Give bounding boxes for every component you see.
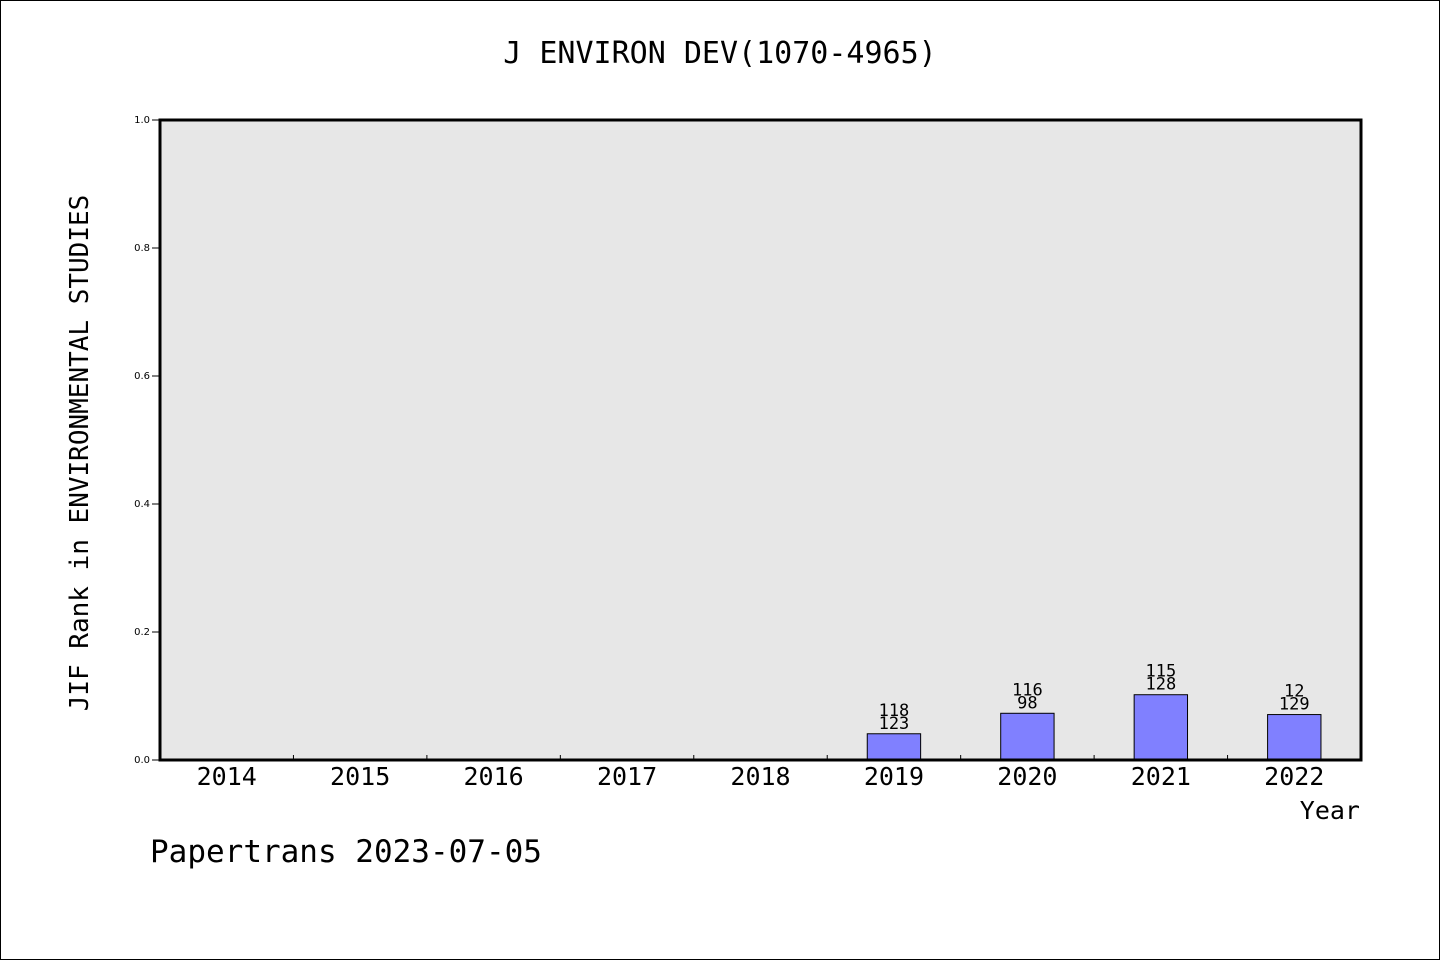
x-tick-label: 2021	[1131, 762, 1191, 791]
chart-title: J ENVIRON DEV(1070-4965)	[503, 36, 937, 71]
footer-text: Papertrans 2023-07-05	[150, 834, 542, 870]
bar-label-rank: 12	[1284, 682, 1304, 702]
bar-2021	[1133, 694, 1189, 761]
ticks-layer: 0.0 0.2 0.4 0.6 0.8 1.0 2014 2015 2016 2017 2018 20…	[134, 115, 1324, 791]
plot-border	[158, 118, 1363, 762]
y-tick-label: 0.2	[134, 627, 150, 638]
x-tick-label: 2020	[997, 762, 1057, 791]
bar-label-total: 98	[1017, 693, 1037, 713]
bar-2020	[1000, 712, 1055, 761]
plot-area	[160, 120, 1361, 760]
y-tick-label: 0.4	[134, 499, 150, 510]
y-tick-label: 1.0	[134, 115, 150, 126]
x-tick-label: 2015	[330, 762, 390, 791]
bar-label-total: 128	[1145, 675, 1176, 695]
x-tick-label: 2022	[1264, 762, 1324, 791]
bar-label-total: 129	[1279, 695, 1310, 715]
x-axis-label: Year	[1299, 796, 1360, 825]
y-tick-label: 0.0	[134, 755, 150, 766]
x-tick-label: 2018	[730, 762, 790, 791]
y-tick-label: 0.8	[134, 243, 150, 254]
bar-label-total: 123	[879, 714, 910, 734]
bar-label-rank: 115	[1145, 662, 1176, 682]
bar-2022	[1267, 714, 1322, 761]
bar-label-rank: 116	[1012, 680, 1043, 700]
x-tick-label: 2019	[864, 762, 924, 791]
x-tick-label: 2016	[464, 762, 524, 791]
x-tick-label: 2017	[597, 762, 657, 791]
y-tick-label: 0.6	[134, 371, 150, 382]
bar-label-rank: 118	[879, 701, 910, 721]
x-tick-label: 2014	[197, 762, 257, 791]
bar-2019	[866, 733, 922, 761]
